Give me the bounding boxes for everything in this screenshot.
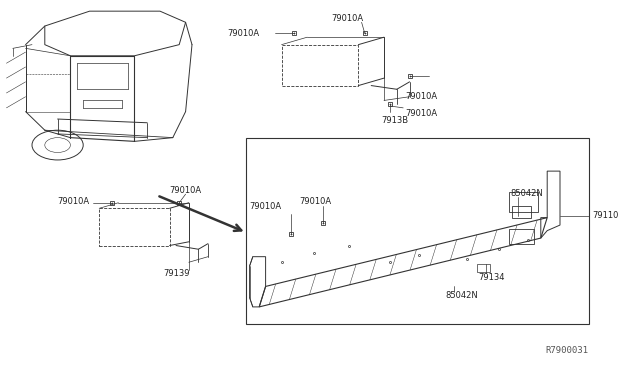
Bar — [512, 206, 531, 218]
Text: 79134: 79134 — [479, 273, 505, 282]
Text: 79010A: 79010A — [250, 202, 282, 211]
Bar — [509, 229, 534, 244]
Text: 79010A: 79010A — [405, 92, 437, 101]
Text: 79139: 79139 — [163, 269, 189, 278]
Text: 79010A: 79010A — [227, 29, 259, 38]
Bar — [477, 264, 490, 272]
Bar — [509, 192, 538, 212]
Text: 85042N: 85042N — [511, 189, 543, 198]
Text: 79010A: 79010A — [405, 109, 437, 118]
Text: 79010A: 79010A — [332, 14, 364, 23]
Text: R7900031: R7900031 — [546, 346, 589, 355]
Text: 7913B: 7913B — [381, 116, 408, 125]
Text: 79010A: 79010A — [170, 186, 202, 195]
Text: 79010A: 79010A — [58, 197, 90, 206]
Text: 79110: 79110 — [592, 211, 618, 220]
Text: 79010A: 79010A — [300, 197, 332, 206]
Text: 85042N: 85042N — [445, 291, 478, 300]
Bar — [246, 138, 589, 324]
